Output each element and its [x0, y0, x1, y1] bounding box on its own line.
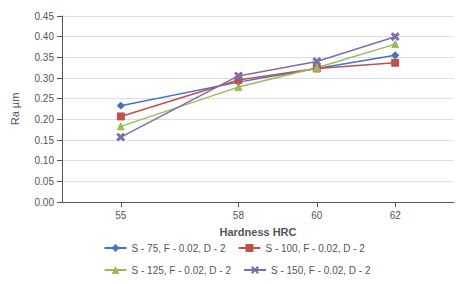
svg-text:0.05: 0.05: [35, 176, 55, 187]
svg-text:0.45: 0.45: [35, 11, 55, 22]
svg-text:0.20: 0.20: [35, 114, 55, 125]
svg-text:Hardness HRC: Hardness HRC: [219, 226, 296, 238]
svg-text:Ra µm: Ra µm: [9, 93, 21, 126]
svg-text:0.25: 0.25: [35, 93, 55, 104]
svg-text:0.30: 0.30: [35, 73, 55, 84]
svg-text:0.15: 0.15: [35, 135, 55, 146]
svg-text:55: 55: [115, 210, 127, 221]
svg-text:0.35: 0.35: [35, 52, 55, 63]
svg-text:S - 150, F - 0.02, D - 2: S - 150, F - 0.02, D - 2: [271, 265, 371, 276]
svg-text:S - 100, F - 0.02, D - 2: S - 100, F - 0.02, D - 2: [265, 243, 365, 254]
svg-text:S - 125, F - 0.02, D - 2: S - 125, F - 0.02, D - 2: [132, 265, 232, 276]
svg-text:58: 58: [233, 210, 245, 221]
svg-text:62: 62: [390, 210, 402, 221]
svg-text:0.10: 0.10: [35, 155, 55, 166]
svg-text:0.00: 0.00: [35, 197, 55, 208]
svg-text:0.40: 0.40: [35, 31, 55, 42]
svg-text:60: 60: [311, 210, 323, 221]
svg-text:S - 75, F - 0.02, D - 2: S - 75, F - 0.02, D - 2: [132, 243, 226, 254]
